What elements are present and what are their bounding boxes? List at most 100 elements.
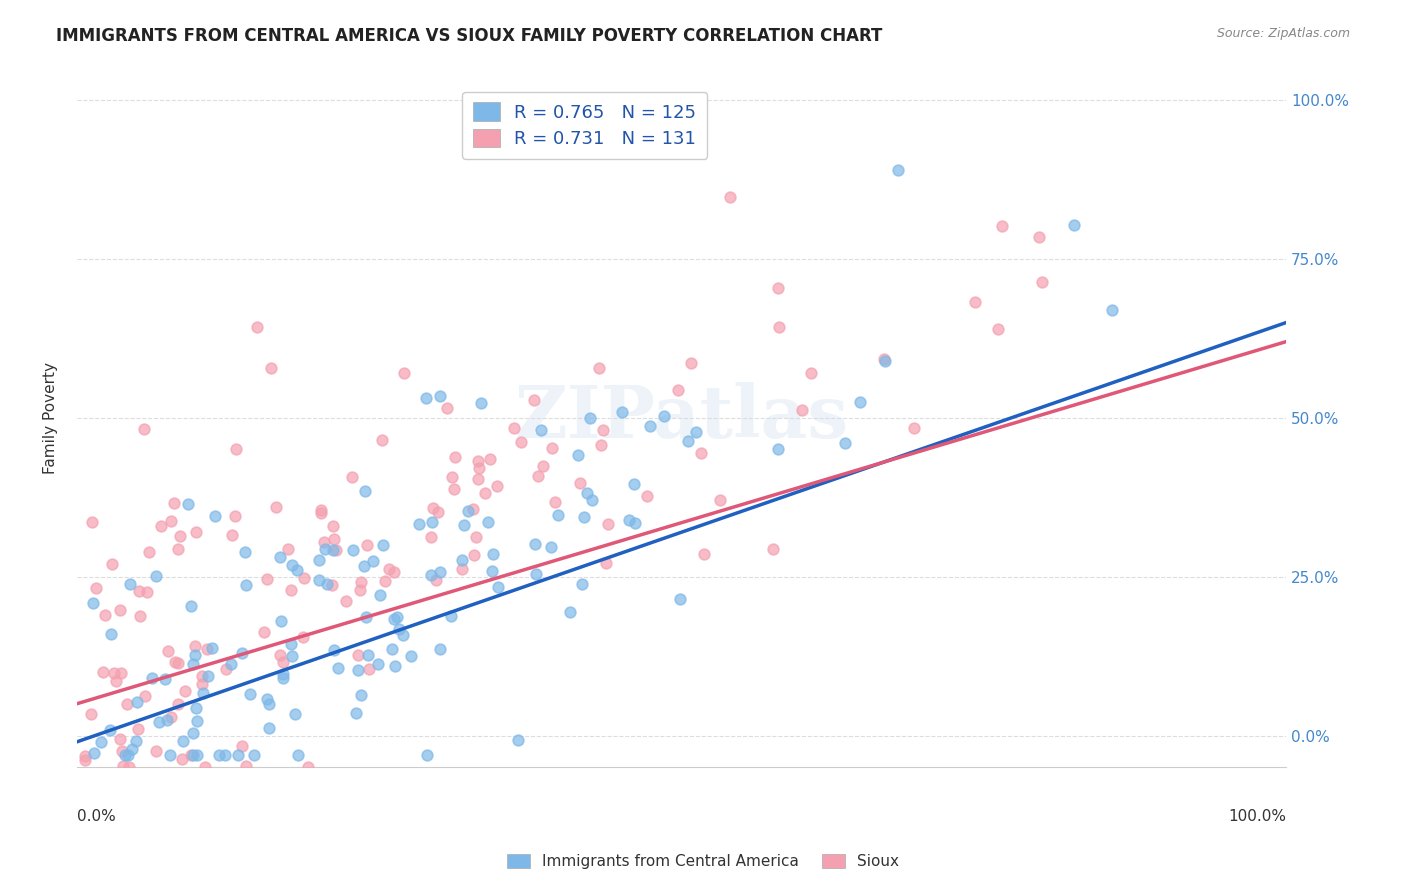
Point bbox=[231, 646, 253, 660]
Point bbox=[887, 163, 910, 178]
Point bbox=[485, 479, 508, 493]
Point bbox=[357, 648, 380, 662]
Point bbox=[416, 747, 439, 762]
Point bbox=[425, 573, 447, 587]
Point bbox=[419, 530, 441, 544]
Point bbox=[208, 747, 231, 762]
Point bbox=[693, 547, 716, 561]
Point bbox=[335, 594, 357, 608]
Point bbox=[226, 747, 249, 762]
Point bbox=[388, 622, 411, 636]
Point bbox=[145, 569, 167, 583]
Point bbox=[153, 673, 176, 687]
Point bbox=[312, 535, 335, 549]
Point bbox=[422, 501, 444, 516]
Point bbox=[280, 637, 302, 651]
Point bbox=[292, 630, 315, 644]
Point bbox=[371, 434, 394, 448]
Point bbox=[111, 759, 134, 773]
Point bbox=[277, 542, 299, 557]
Point bbox=[134, 422, 156, 436]
Point bbox=[1063, 218, 1085, 232]
Point bbox=[350, 688, 373, 702]
Point bbox=[82, 596, 104, 610]
Point bbox=[141, 671, 163, 685]
Point bbox=[347, 648, 370, 662]
Text: 0.0%: 0.0% bbox=[77, 809, 115, 824]
Point bbox=[294, 571, 316, 585]
Point bbox=[903, 420, 925, 434]
Point bbox=[384, 659, 406, 673]
Point bbox=[326, 661, 349, 675]
Point bbox=[467, 472, 489, 486]
Point bbox=[322, 518, 344, 533]
Point bbox=[592, 423, 614, 437]
Point bbox=[381, 641, 404, 656]
Point bbox=[138, 545, 160, 559]
Point bbox=[186, 747, 208, 762]
Point bbox=[1101, 303, 1123, 318]
Point bbox=[166, 656, 188, 670]
Point bbox=[636, 489, 658, 503]
Point bbox=[194, 760, 217, 774]
Point bbox=[709, 492, 731, 507]
Point bbox=[215, 662, 238, 676]
Point bbox=[297, 760, 319, 774]
Point bbox=[280, 583, 302, 598]
Point bbox=[129, 609, 152, 624]
Point bbox=[80, 706, 103, 721]
Point bbox=[256, 572, 278, 586]
Point bbox=[103, 665, 125, 680]
Point bbox=[468, 461, 491, 475]
Point bbox=[184, 648, 207, 663]
Point bbox=[231, 739, 253, 753]
Point bbox=[374, 574, 396, 588]
Point bbox=[311, 506, 333, 520]
Point bbox=[214, 747, 236, 762]
Point bbox=[523, 537, 546, 551]
Point bbox=[117, 747, 139, 762]
Text: Source: ZipAtlas.com: Source: ZipAtlas.com bbox=[1216, 27, 1350, 40]
Point bbox=[718, 190, 741, 204]
Point bbox=[75, 753, 97, 767]
Point bbox=[190, 669, 212, 683]
Point bbox=[239, 687, 262, 701]
Point bbox=[481, 565, 503, 579]
Point bbox=[186, 524, 208, 539]
Point bbox=[136, 585, 159, 599]
Point bbox=[221, 527, 243, 541]
Point bbox=[354, 483, 377, 498]
Point bbox=[322, 542, 344, 557]
Point bbox=[1031, 275, 1053, 289]
Point bbox=[523, 392, 546, 407]
Point bbox=[257, 697, 280, 711]
Point bbox=[340, 469, 363, 483]
Point bbox=[443, 482, 465, 496]
Point bbox=[195, 641, 218, 656]
Point bbox=[367, 657, 389, 672]
Point bbox=[90, 735, 112, 749]
Point bbox=[581, 492, 603, 507]
Point bbox=[242, 747, 264, 762]
Point bbox=[506, 732, 529, 747]
Point bbox=[285, 563, 308, 577]
Point bbox=[174, 683, 197, 698]
Point bbox=[669, 591, 692, 606]
Point bbox=[652, 409, 675, 424]
Point bbox=[419, 568, 441, 582]
Point bbox=[408, 517, 430, 532]
Point bbox=[181, 726, 204, 740]
Point bbox=[382, 612, 405, 626]
Point bbox=[474, 485, 496, 500]
Point bbox=[612, 404, 634, 418]
Point bbox=[120, 577, 142, 591]
Point bbox=[125, 695, 148, 709]
Point bbox=[873, 351, 896, 366]
Point bbox=[148, 714, 170, 729]
Point bbox=[588, 360, 610, 375]
Point bbox=[349, 583, 371, 598]
Point bbox=[191, 686, 214, 700]
Point bbox=[547, 508, 569, 522]
Point bbox=[579, 411, 602, 425]
Point bbox=[287, 747, 309, 762]
